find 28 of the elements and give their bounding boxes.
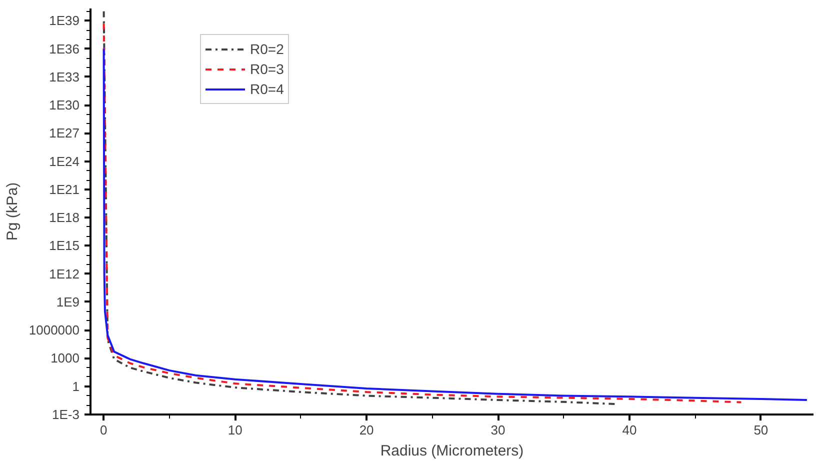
y-tick-label: 1E36 xyxy=(49,41,80,56)
x-tick-label: 0 xyxy=(100,422,108,438)
y-tick-label: 1E27 xyxy=(49,126,80,141)
y-tick-label: 1000000 xyxy=(28,322,80,338)
x-tick-label: 20 xyxy=(359,422,374,438)
x-tick-label: 10 xyxy=(228,422,242,438)
y-tick-label: 1E30 xyxy=(49,98,80,113)
y-tick-label: 1E12 xyxy=(49,266,80,282)
x-axis-title: Radius (Micrometers) xyxy=(380,442,524,460)
y-tick-label: 1E33 xyxy=(49,69,80,84)
y-tick-label: 1E-3 xyxy=(52,407,80,422)
y-axis-title: Pg (kPa) xyxy=(4,182,21,241)
y-tick-label: 1E21 xyxy=(49,182,80,197)
y-tick-label: 1000 xyxy=(50,350,80,366)
y-tick-label: 1E18 xyxy=(49,210,80,226)
x-tick-label: 50 xyxy=(754,422,768,438)
y-tick-label: 1 xyxy=(72,378,80,394)
line-series xyxy=(102,10,618,406)
y-tick-label: 1E15 xyxy=(49,238,80,254)
legend-label: R0=2 xyxy=(250,41,284,57)
y-tick-label: 1E9 xyxy=(56,294,80,310)
line-series xyxy=(102,22,742,404)
legend-label: R0=4 xyxy=(250,81,284,97)
legend-label: R0=3 xyxy=(250,61,284,77)
y-tick-label: 1E39 xyxy=(49,13,80,28)
y-tick-label: 1E24 xyxy=(49,154,80,169)
x-tick-label: 30 xyxy=(490,422,506,438)
x-tick-label: 40 xyxy=(622,422,637,438)
